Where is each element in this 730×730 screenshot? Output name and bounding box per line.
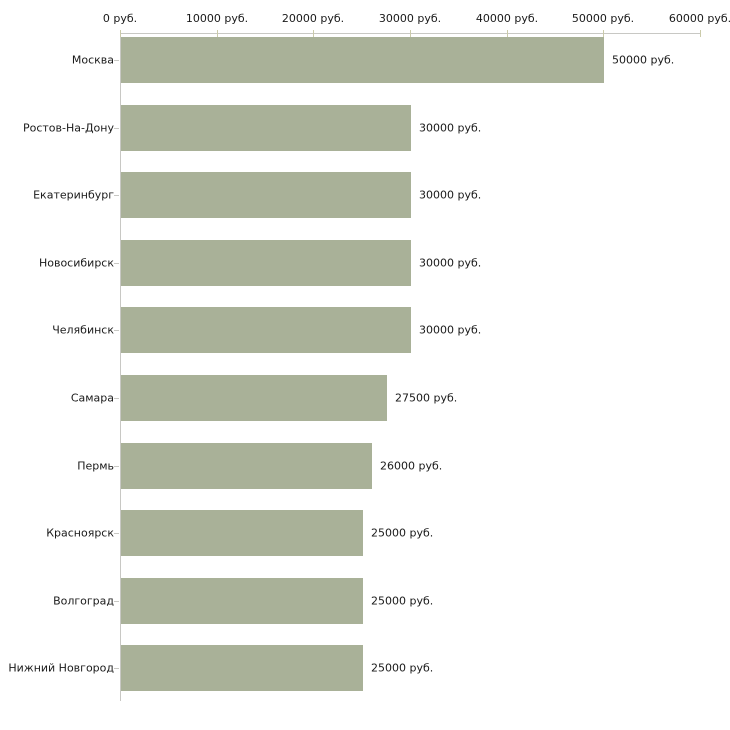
y-axis-line: [120, 33, 121, 701]
category-label: Самара: [70, 391, 114, 405]
category-label: Челябинск: [52, 323, 114, 337]
bar: [121, 240, 411, 286]
value-label: 30000 руб.: [419, 121, 482, 135]
y-axis-tick: [114, 533, 119, 534]
y-axis-tick: [114, 668, 119, 669]
y-axis-tick: [114, 330, 119, 331]
value-label: 25000 руб.: [371, 661, 434, 675]
value-label: 26000 руб.: [380, 459, 443, 473]
x-axis-tick-label: 0 руб.: [102, 12, 138, 25]
y-axis-tick: [114, 128, 119, 129]
bar: [121, 510, 363, 556]
value-label: 30000 руб.: [419, 323, 482, 337]
y-axis-tick: [114, 195, 119, 196]
category-label: Волгоград: [53, 594, 114, 608]
value-label: 27500 руб.: [395, 391, 458, 405]
x-axis-tick: [410, 30, 411, 37]
category-label: Красноярск: [46, 526, 114, 540]
bar: [121, 645, 363, 691]
bar: [121, 578, 363, 624]
y-axis-tick: [114, 398, 119, 399]
x-axis-tick-label: 20000 руб.: [281, 12, 345, 25]
y-axis-tick: [114, 466, 119, 467]
category-label: Новосибирск: [38, 256, 114, 270]
value-label: 30000 руб.: [419, 188, 482, 202]
bar: [121, 443, 372, 489]
x-axis-tick: [313, 30, 314, 37]
bar: [121, 375, 387, 421]
x-axis-tick: [603, 30, 604, 37]
category-label: Москва: [71, 53, 114, 67]
category-label: Екатеринбург: [33, 188, 114, 202]
value-label: 25000 руб.: [371, 594, 434, 608]
x-axis-tick-label: 60000 руб.: [668, 12, 730, 25]
y-axis-tick: [114, 60, 119, 61]
bar: [121, 307, 411, 353]
bar: [121, 172, 411, 218]
category-label: Пермь: [77, 459, 114, 473]
x-axis-tick-label: 50000 руб.: [571, 12, 635, 25]
x-axis-tick-label: 30000 руб.: [378, 12, 442, 25]
bar: [121, 37, 604, 83]
x-axis-tick: [700, 30, 701, 37]
x-axis-tick: [120, 30, 121, 37]
x-axis-tick: [507, 30, 508, 37]
x-axis-tick: [217, 30, 218, 37]
value-label: 25000 руб.: [371, 526, 434, 540]
category-label: Нижний Новгород: [8, 661, 114, 675]
x-axis-tick-label: 40000 руб.: [475, 12, 539, 25]
value-label: 50000 руб.: [612, 53, 675, 67]
y-axis-tick: [114, 263, 119, 264]
category-label: Ростов-На-Дону: [22, 121, 114, 135]
value-label: 30000 руб.: [419, 256, 482, 270]
x-axis-tick-label: 10000 руб.: [185, 12, 249, 25]
y-axis-tick: [114, 601, 119, 602]
bar: [121, 105, 411, 151]
